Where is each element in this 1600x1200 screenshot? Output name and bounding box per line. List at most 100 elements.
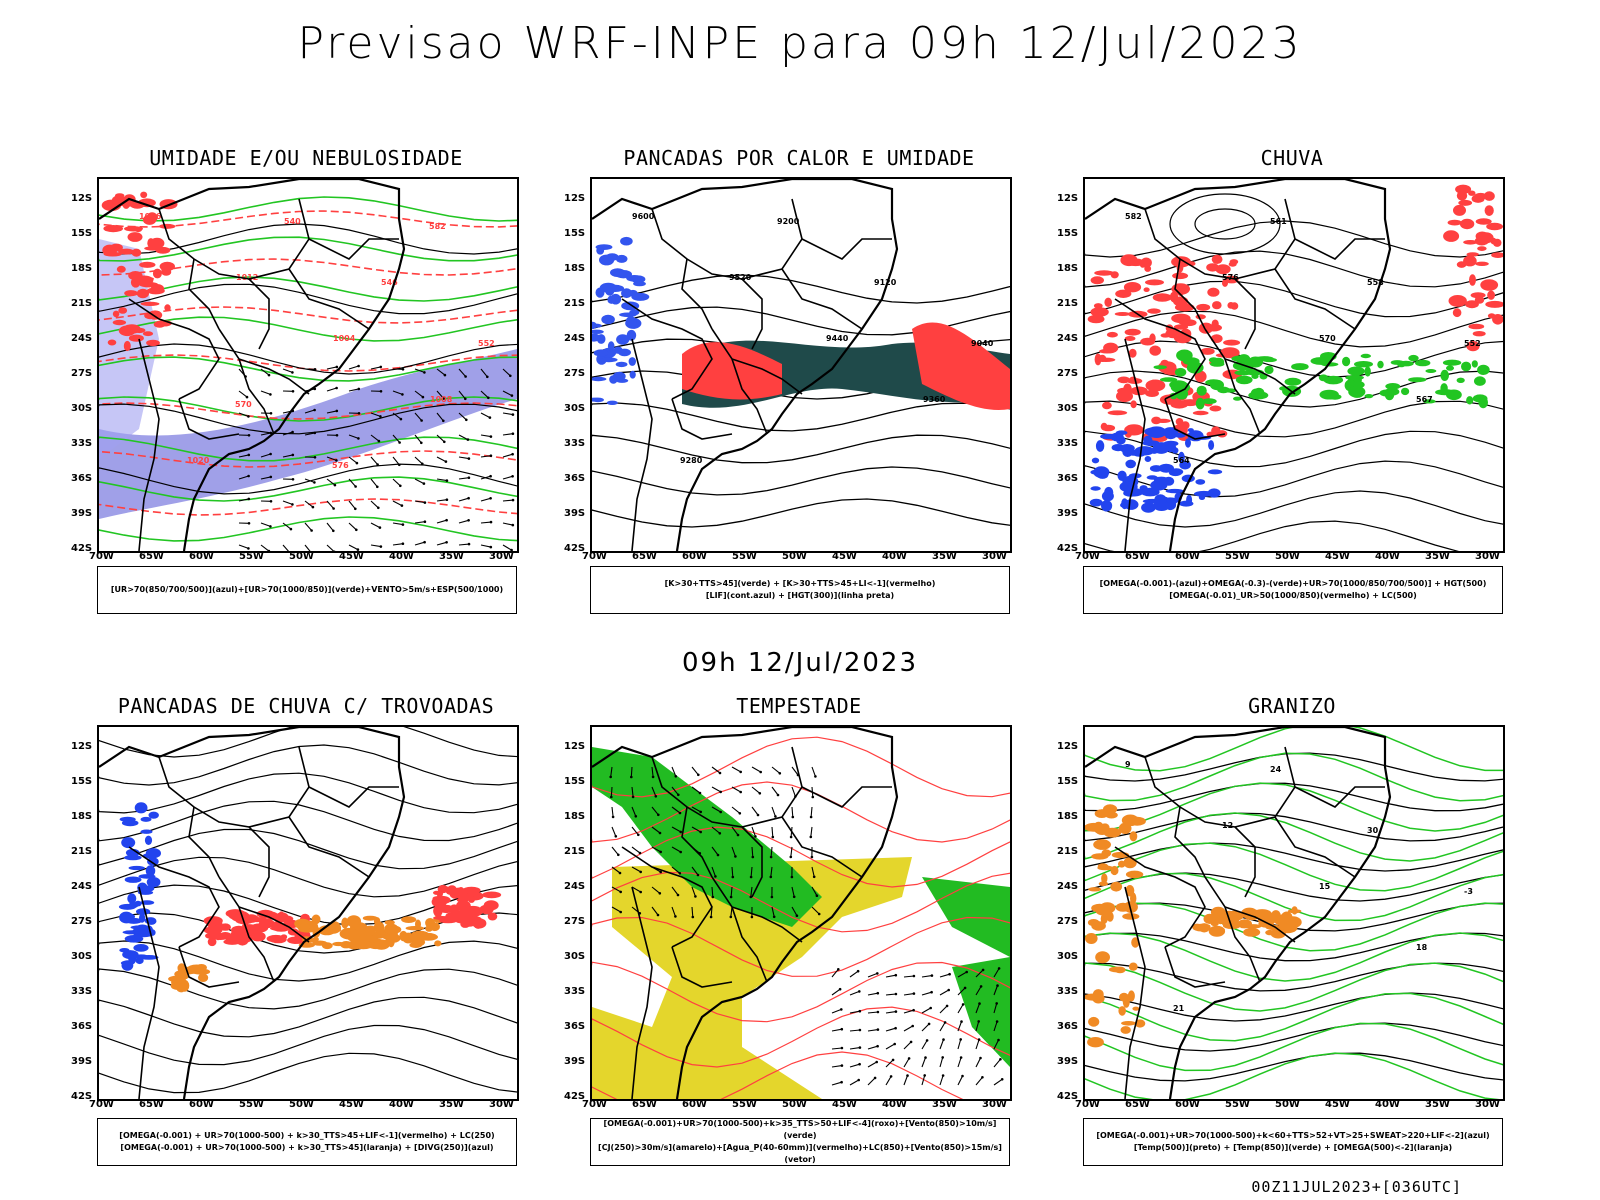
- contour-label: 552: [478, 339, 495, 348]
- lat-tick-label: 36S: [71, 1021, 93, 1032]
- lat-tick-label: 24S: [564, 881, 586, 892]
- lat-tick-label: 36S: [71, 473, 93, 484]
- lat-tick-label: 12S: [1057, 741, 1079, 752]
- lon-tick-label: 40W: [389, 551, 414, 562]
- lat-tick-label: 18S: [1057, 263, 1079, 274]
- legend-line: [K>30+TTS>45](verde) + [K>30+TTS>45+LI<-…: [664, 579, 936, 588]
- legend-line: [OMEGA(-0.001) + UR>70(1000-500) + k>30_…: [119, 1131, 495, 1140]
- contour-label: 9600: [632, 212, 655, 221]
- map-area: [590, 725, 1012, 1101]
- lat-tick-label: 27S: [1057, 368, 1079, 379]
- lon-tick-label: 35W: [1425, 551, 1450, 562]
- lat-tick-label: 39S: [564, 1056, 586, 1067]
- lat-tick-label: 12S: [71, 193, 93, 204]
- lon-tick-label: 55W: [239, 551, 264, 562]
- legend-line: [OMEGA(-0.001)+UR>70(1000-500)+k>35_TTS>…: [603, 1119, 997, 1140]
- lon-tick-label: 40W: [1375, 1099, 1400, 1110]
- contour-label: 570: [1319, 334, 1336, 343]
- legend-box: [OMEGA(-0.001)+UR>70(1000-500)+k<60+TTS>…: [1083, 1118, 1503, 1166]
- contour-label: 24: [1270, 765, 1282, 774]
- map-area: 582 576 570 567 564 561 558 552: [1083, 177, 1505, 553]
- contour-label: 9: [1125, 760, 1131, 769]
- wind-vectors: [831, 967, 1004, 1086]
- thunderstorm-orange: [294, 914, 445, 950]
- rain-red-marks-east: [1443, 184, 1503, 352]
- legend-box: [OMEGA(-0.001)-(azul)+OMEGA(-0.3)-(verde…: [1083, 566, 1503, 614]
- lat-tick-label: 24S: [71, 333, 93, 344]
- contour-label: 9280: [680, 456, 703, 465]
- lat-tick-label: 36S: [564, 1021, 586, 1032]
- lat-tick-label: 24S: [1057, 333, 1079, 344]
- lifted-index-blue: [592, 236, 650, 405]
- legend-line: [OMEGA(-0.001)+UR>70(1000-500)+k<60+TTS>…: [1096, 1131, 1490, 1140]
- lat-tick-label: 21S: [71, 846, 93, 857]
- map-area: 9600 9520 9440 9360 9280 9200 9120 9040: [590, 177, 1012, 553]
- lon-tick-label: 35W: [932, 551, 957, 562]
- contour-label: 9440: [826, 334, 849, 343]
- lat-tick-label: 30S: [564, 951, 586, 962]
- lon-tick-label: 65W: [1125, 551, 1150, 562]
- lat-tick-label: 42S: [71, 1091, 93, 1102]
- lat-tick-label: 12S: [564, 741, 586, 752]
- contour-label: 582: [1125, 212, 1142, 221]
- legend-line: [CJ(250)>30m/s](amarelo)+[Agua_P(40-60mm…: [598, 1143, 1002, 1164]
- map-area: 1016 1012 1004 1008 1020 540 546 552 570 576 582: [97, 177, 519, 553]
- lon-tick-label: 55W: [732, 1099, 757, 1110]
- map-svg: 1016 1012 1004 1008 1020 540 546 552 570 576 582: [99, 179, 517, 551]
- panel-title: PANCADAS DE CHUVA C/ TROVOADAS: [117, 694, 495, 718]
- legend-line: [OMEGA(-0.01)_UR>50(1000/850)(vermelho) …: [1169, 591, 1417, 600]
- lon-tick-label: 60W: [1175, 551, 1200, 562]
- lat-tick-label: 42S: [1057, 1091, 1079, 1102]
- lat-tick-label: 24S: [71, 881, 93, 892]
- lon-tick-label: 50W: [1275, 551, 1300, 562]
- contour-label: 558: [1367, 278, 1384, 287]
- lon-tick-label: 60W: [189, 1099, 214, 1110]
- lon-tick-label: 65W: [632, 551, 657, 562]
- lat-tick-label: 36S: [1057, 1021, 1079, 1032]
- lat-tick-label: 18S: [564, 811, 586, 822]
- lon-tick-label: 60W: [682, 551, 707, 562]
- contour-label: 1012: [236, 273, 258, 282]
- lon-tick-label: 55W: [239, 1099, 264, 1110]
- lat-tick-label: 42S: [1057, 543, 1079, 554]
- lon-tick-label: 60W: [189, 551, 214, 562]
- lat-tick-label: 21S: [564, 298, 586, 309]
- lat-tick-label: 39S: [1057, 508, 1079, 519]
- contour-label: 9520: [729, 273, 752, 282]
- lon-tick-label: 45W: [832, 551, 857, 562]
- panel-title: TEMPESTADE: [736, 694, 862, 718]
- contour-label: 576: [332, 461, 349, 470]
- legend-box: [UR>70(850/700/500)](azul)+[UR>70(1000/8…: [97, 566, 517, 614]
- lat-tick-label: 42S: [564, 1091, 586, 1102]
- hail-orange-central: [1192, 906, 1302, 939]
- lon-tick-label: 50W: [782, 551, 807, 562]
- map-svg: [99, 727, 517, 1099]
- lon-tick-label: 40W: [882, 551, 907, 562]
- lon-tick-label: 30W: [982, 1099, 1007, 1110]
- lat-tick-label: 15S: [71, 228, 93, 239]
- lat-tick-label: 30S: [1057, 403, 1079, 414]
- lon-tick-label: 50W: [1275, 1099, 1300, 1110]
- lon-tick-label: 65W: [1125, 1099, 1150, 1110]
- contour-label: 21: [1173, 1004, 1185, 1013]
- lat-tick-label: 15S: [1057, 776, 1079, 787]
- lat-tick-label: 24S: [1057, 881, 1079, 892]
- lon-tick-label: 40W: [882, 1099, 907, 1110]
- contour-label: 9360: [923, 395, 946, 404]
- panel-title: PANCADAS POR CALOR E UMIDADE: [623, 146, 975, 170]
- lon-tick-label: 55W: [732, 551, 757, 562]
- divergence-blue: [118, 802, 161, 971]
- lon-tick-label: 65W: [632, 1099, 657, 1110]
- rain-red-marks: [1087, 254, 1243, 444]
- lat-tick-label: 33S: [1057, 438, 1079, 449]
- contour-label: 561: [1270, 217, 1287, 226]
- lat-tick-label: 12S: [1057, 193, 1079, 204]
- humidity-red-marks: [101, 191, 178, 352]
- legend-box: [OMEGA(-0.001)+UR>70(1000-500)+k>35_TTS>…: [590, 1118, 1010, 1166]
- contour-label: 30: [1367, 826, 1379, 835]
- thunderstorm-orange-south: [168, 963, 211, 993]
- lat-tick-label: 30S: [1057, 951, 1079, 962]
- lat-tick-label: 33S: [564, 438, 586, 449]
- lon-tick-label: 50W: [289, 551, 314, 562]
